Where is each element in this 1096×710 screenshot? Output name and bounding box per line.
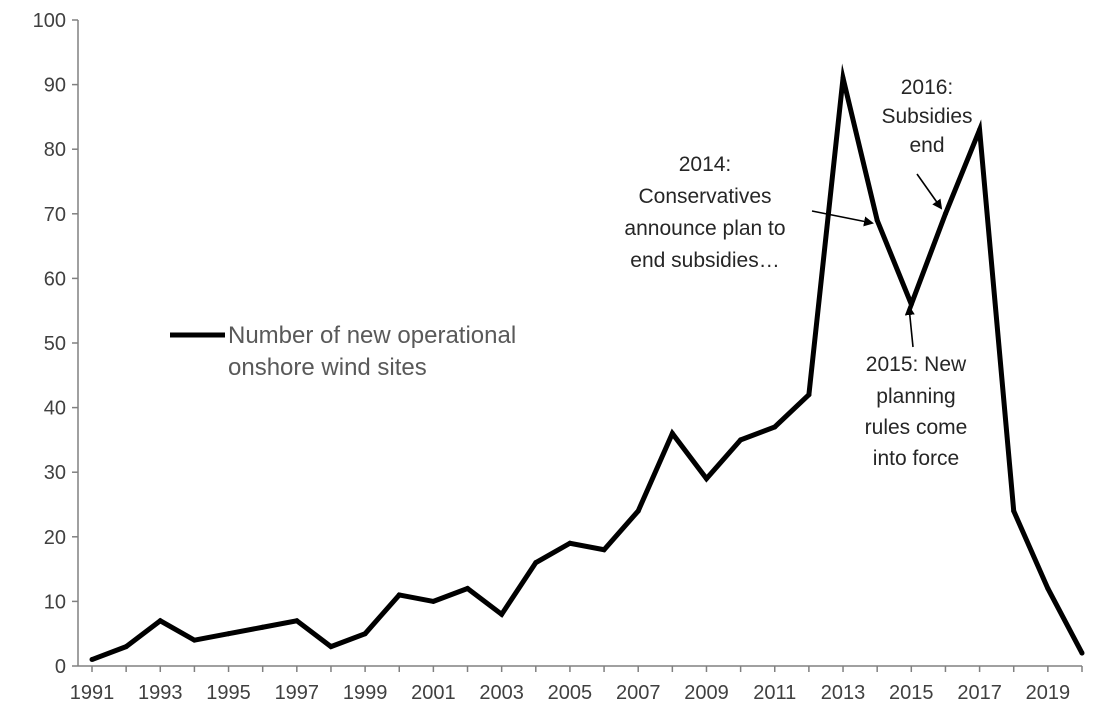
y-tick-label: 60 [44, 268, 66, 290]
x-axis: 1991 1993 1995 1997 1999 2001 2003 2005 2007 2009… [70, 665, 1083, 704]
data-point [772, 424, 778, 430]
data-point [840, 75, 846, 81]
annotation-2015-line-1: 2015: New [866, 353, 967, 376]
y-tick-label: 30 [44, 462, 66, 484]
data-point [703, 476, 709, 482]
data-point [430, 598, 436, 604]
data-point [942, 211, 948, 217]
x-tick-label: 2009 [684, 682, 729, 704]
series-layer [89, 63, 1085, 663]
annotation-2014-line-1: 2014: [679, 153, 732, 176]
legend-label-line-2: onshore wind sites [228, 354, 427, 381]
annotation-2014: 2014: Conservatives announce plan to end… [624, 153, 874, 272]
x-tick-label: 2003 [479, 682, 524, 704]
x-tick-label: 2019 [1026, 682, 1071, 704]
data-point [738, 437, 744, 443]
data-point [294, 618, 300, 624]
annotation-2014-arrow [811, 210, 874, 227]
x-tick-label: 2005 [548, 682, 593, 704]
x-tick-label: 1995 [206, 682, 251, 704]
annotation-2014-line-4: end subsidies… [630, 249, 779, 272]
x-tick-label: 1999 [343, 682, 388, 704]
y-tick-label: 40 [44, 398, 66, 420]
data-point [89, 657, 95, 663]
data-point [874, 217, 880, 223]
data-point [362, 631, 368, 637]
y-axis: 0 10 20 30 40 50 60 70 80 90 100 [33, 10, 79, 678]
y-tick-label: 0 [55, 656, 66, 678]
x-tick-label: 2001 [411, 682, 456, 704]
annotation-2015: 2015: New planning rules come into force [865, 305, 968, 470]
y-tick-label: 70 [44, 204, 66, 226]
y-tick-label: 50 [44, 333, 66, 355]
data-point [396, 592, 402, 598]
data-point [669, 430, 675, 436]
data-point [260, 624, 266, 630]
data-point [908, 301, 914, 307]
data-point [123, 644, 129, 650]
x-tick-label: 1993 [138, 682, 183, 704]
annotation-2015-arrow [904, 305, 915, 348]
annotation-2014-line-2: Conservatives [638, 185, 771, 208]
data-point [499, 611, 505, 617]
legend: Number of new operational onshore wind s… [170, 322, 516, 381]
x-tick-label: 1991 [70, 682, 115, 704]
annotation-2016: 2016: Subsidies end [881, 76, 973, 210]
annotation-2016-line-1: 2016: [901, 76, 954, 99]
y-tick-label: 10 [44, 591, 66, 613]
data-point [806, 392, 812, 398]
x-tick-label: 2013 [821, 682, 866, 704]
x-tick-label: 2011 [753, 682, 796, 704]
x-tick-label: 1997 [275, 682, 320, 704]
annotation-2015-line-2: planning [876, 385, 955, 408]
legend-label-line-1: Number of new operational [228, 322, 516, 349]
data-point [601, 547, 607, 553]
annotation-2016-arrow [916, 173, 943, 210]
data-point [465, 585, 471, 591]
y-tick-label: 100 [33, 10, 66, 32]
y-tick-label: 20 [44, 527, 66, 549]
data-point [226, 631, 232, 637]
annotation-2015-line-4: into force [873, 447, 959, 470]
x-tick-label: 2017 [957, 682, 1002, 704]
annotation-2016-line-2: Subsidies [881, 105, 972, 128]
annotation-2015-line-3: rules come [865, 416, 968, 439]
x-tick-label: 2007 [616, 682, 661, 704]
annotation-2014-line-3: announce plan to [624, 217, 785, 240]
data-point [977, 127, 983, 133]
data-point [1079, 650, 1085, 656]
data-point [1045, 585, 1051, 591]
x-tick-label: 2015 [889, 682, 934, 704]
data-point [1011, 508, 1017, 514]
data-point [635, 508, 641, 514]
data-point [191, 637, 197, 643]
data-point [533, 560, 539, 566]
annotation-2016-line-3: end [909, 134, 944, 157]
y-tick-label: 80 [44, 139, 66, 161]
data-point [567, 540, 573, 546]
data-point [157, 618, 163, 624]
y-tick-label: 90 [44, 75, 66, 97]
series-line [91, 63, 1085, 662]
data-point [328, 644, 334, 650]
